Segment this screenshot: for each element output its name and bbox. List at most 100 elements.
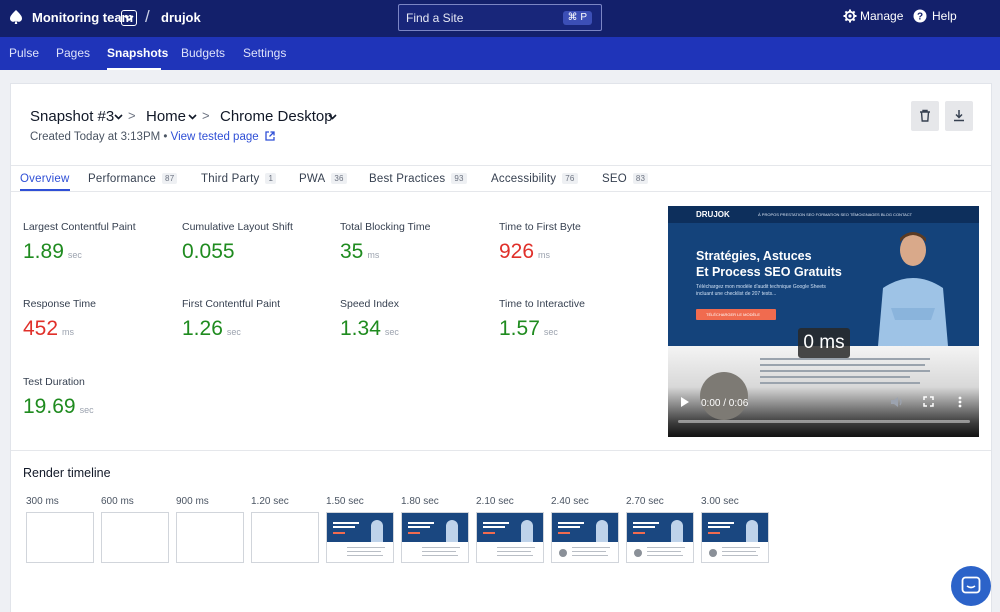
team-name[interactable]: Monitoring team	[32, 10, 134, 25]
metric-response-time: Response Time 452 ms	[23, 298, 173, 341]
snapshot-card: Snapshot #3 > Home > Chrome Desktop Crea…	[10, 83, 992, 612]
frame-text-line	[572, 551, 606, 552]
metric-label: Cumulative Layout Shift	[182, 221, 293, 233]
tab-performance[interactable]: Performance 87	[88, 173, 178, 185]
gear-icon[interactable]	[843, 9, 857, 23]
frame-text-line	[347, 547, 385, 548]
tab-label: Accessibility	[491, 173, 557, 185]
download-icon	[954, 110, 964, 122]
timeline-frame[interactable]: 600 ms	[101, 496, 169, 563]
chevron-down-icon[interactable]	[114, 114, 123, 120]
site-search[interactable]: Find a Site ⌘ P	[398, 4, 602, 31]
frame-text-line	[422, 551, 456, 552]
frame-avatar	[634, 549, 642, 557]
separator-slash: /	[145, 7, 150, 26]
metric-number: 1.26	[182, 317, 223, 340]
tab-accessibility[interactable]: Accessibility 76	[491, 173, 578, 185]
delete-button[interactable]	[911, 101, 939, 131]
timeline-frame[interactable]: 2.10 sec	[476, 496, 544, 563]
video-site-nav: DRUJOK À PROPOS PRESTATION SEO FORMATION…	[668, 206, 979, 223]
metric-unit: ms	[538, 250, 551, 260]
logo-icon[interactable]	[8, 9, 24, 25]
video-headline: Stratégies, Astuces Et Process SEO Gratu…	[696, 248, 842, 280]
timeline-frame[interactable]: 3.00 sec	[701, 496, 769, 563]
timeline-frame[interactable]: 2.40 sec	[551, 496, 619, 563]
filmstrip-video[interactable]: DRUJOK À PROPOS PRESTATION SEO FORMATION…	[668, 206, 979, 437]
tab-seo[interactable]: SEO 83	[602, 173, 649, 185]
breadcrumb-device[interactable]: Chrome Desktop	[220, 108, 333, 125]
help-icon[interactable]: ?	[913, 9, 927, 23]
frame-avatar	[559, 549, 567, 557]
video-cta-label: TÉLÉCHARGER LE MODÈLE	[706, 312, 761, 317]
timeline-frame[interactable]: 900 ms	[176, 496, 244, 563]
timeline-frame[interactable]: 1.20 sec	[251, 496, 319, 563]
frame-text-line	[497, 551, 531, 552]
frame-thumbnail	[701, 512, 769, 563]
frame-person	[446, 520, 458, 542]
render-timeline-title: Render timeline	[23, 466, 111, 480]
tab-label: Third Party	[201, 173, 260, 185]
nav-budgets[interactable]: Budgets	[181, 46, 226, 60]
video-headline-line: Stratégies, Astuces	[696, 249, 812, 263]
more-options-icon[interactable]	[958, 396, 962, 408]
metric-value: 1.34 sec	[340, 317, 490, 341]
frame-time-label: 2.70 sec	[626, 496, 664, 507]
chevron-down-icon[interactable]	[188, 114, 197, 120]
active-tab-indicator	[20, 189, 70, 191]
view-tested-page-link[interactable]: View tested page	[170, 131, 259, 143]
download-button[interactable]	[945, 101, 973, 131]
chevron-down-icon[interactable]	[328, 114, 337, 120]
created-text: Created Today at 3:13PM •	[30, 131, 168, 143]
video-progress-bar[interactable]	[678, 420, 970, 423]
main-nav: Pulse Pages Snapshots Budgets Settings	[0, 37, 1000, 70]
timeline-frame[interactable]: 300 ms	[26, 496, 94, 563]
tab-third-party[interactable]: Third Party 1	[201, 173, 277, 185]
timeline-frame[interactable]: 2.70 sec	[626, 496, 694, 563]
chat-button[interactable]	[951, 566, 991, 606]
nav-settings[interactable]: Settings	[243, 46, 287, 60]
score-badge: 87	[162, 173, 178, 184]
breadcrumb-separator: >	[202, 108, 210, 123]
project-name[interactable]: drujok	[161, 10, 201, 25]
external-link-icon[interactable]	[265, 131, 275, 141]
manage-link[interactable]: Manage	[860, 9, 904, 23]
nav-pages[interactable]: Pages	[56, 46, 91, 60]
frame-thumbnail	[476, 512, 544, 563]
timeline-frame[interactable]: 1.50 sec	[326, 496, 394, 563]
tab-best-practices[interactable]: Best Practices 93	[369, 173, 467, 185]
divider	[11, 191, 991, 192]
frame-text-line	[347, 551, 381, 552]
metric-unit: sec	[384, 327, 399, 337]
metric-value: 926 ms	[499, 240, 649, 264]
metric-tti: Time to Interactive 1.57 sec	[499, 298, 649, 341]
frame-text-line	[422, 555, 458, 556]
fullscreen-icon[interactable]	[923, 396, 934, 407]
frame-text-line	[722, 555, 758, 556]
metric-number: 0.055	[182, 240, 235, 263]
frame-person	[746, 520, 758, 542]
nav-snapshots[interactable]: Snapshots	[107, 46, 169, 60]
avatar	[700, 372, 748, 420]
frame-thumbnail	[401, 512, 469, 563]
tab-pwa[interactable]: PWA 36	[299, 173, 347, 185]
person-image	[878, 232, 948, 346]
score-badge: 76	[562, 173, 578, 184]
nav-pulse[interactable]: Pulse	[9, 46, 40, 60]
frame-time-label: 3.00 sec	[701, 496, 739, 507]
video-text-line	[760, 382, 920, 384]
help-link[interactable]: Help	[932, 9, 957, 23]
metric-number: 19.69	[23, 395, 76, 418]
tab-label: Performance	[88, 173, 157, 185]
video-frame-hero: DRUJOK À PROPOS PRESTATION SEO FORMATION…	[668, 206, 979, 346]
video-cta: TÉLÉCHARGER LE MODÈLE	[696, 309, 776, 320]
volume-icon[interactable]	[890, 396, 903, 408]
created-info: Created Today at 3:13PM • View tested pa…	[30, 131, 275, 143]
tab-overview[interactable]: Overview	[20, 173, 70, 185]
play-icon[interactable]	[680, 396, 690, 408]
divider	[11, 165, 991, 166]
breadcrumb-page[interactable]: Home	[146, 108, 187, 125]
timeline-frame[interactable]: 1.80 sec	[401, 496, 469, 563]
breadcrumb-snapshot[interactable]: Snapshot #3	[30, 108, 115, 125]
team-dropdown[interactable]	[121, 10, 137, 26]
active-nav-indicator	[107, 68, 161, 70]
